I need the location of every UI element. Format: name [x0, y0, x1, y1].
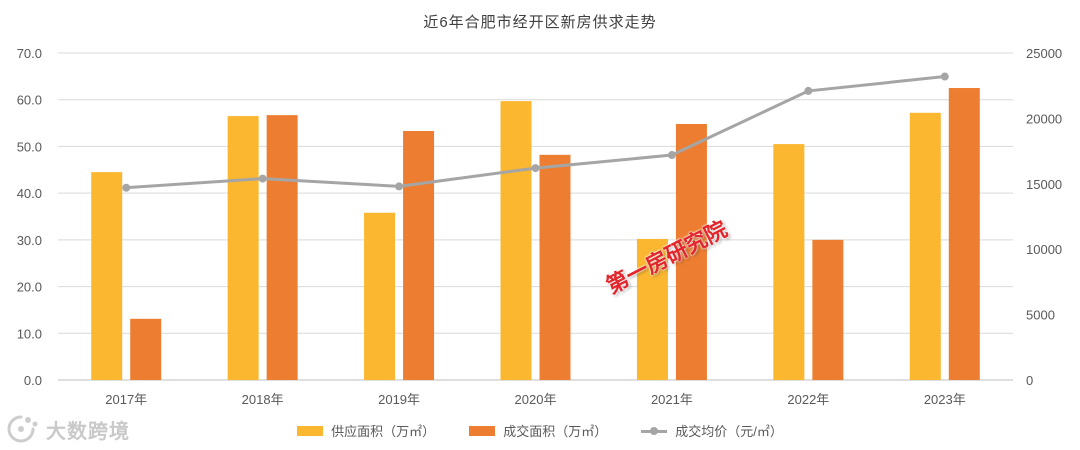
- transaction-area-bar: [403, 131, 435, 380]
- legend-swatch-transaction-area: [469, 425, 496, 436]
- legend-item-average-price: 成交均价（元/㎡）: [641, 421, 783, 440]
- x-tick-label: 2017年: [105, 392, 147, 407]
- average-price-point: [667, 151, 676, 160]
- y-left-tick-label: 30.0: [17, 233, 42, 248]
- supply-area-bar: [773, 144, 805, 380]
- x-tick-label: 2020年: [515, 392, 557, 407]
- y-left-tick-label: 20.0: [17, 280, 42, 295]
- y-left-tick-label: 10.0: [17, 326, 42, 341]
- x-tick-label: 2018年: [242, 392, 284, 407]
- x-tick-label: 2022年: [787, 392, 829, 407]
- average-price-point: [258, 174, 267, 183]
- brand-logo-icon: [7, 415, 38, 443]
- transaction-area-bar: [539, 154, 571, 380]
- chart-title: 近6年合肥市经开区新房供求走势: [423, 14, 657, 31]
- x-tick-label: 2021年: [651, 392, 693, 407]
- y-left-tick-label: 60.0: [17, 93, 42, 108]
- x-tick-label: 2019年: [378, 392, 420, 407]
- supply-area-bar: [909, 112, 941, 381]
- legend-item-transaction-area: 成交面积（万㎡）: [469, 421, 607, 440]
- legend-label-supply-area: 供应面积（万㎡）: [331, 424, 436, 439]
- average-price-point: [395, 182, 404, 191]
- average-price-point: [804, 86, 813, 95]
- y-left-tick-label: 0.0: [24, 373, 42, 388]
- bars: [91, 88, 980, 381]
- transaction-area-bar: [948, 88, 980, 381]
- average-price-point: [531, 164, 540, 173]
- supply-area-bar: [636, 238, 668, 380]
- y-right-tick-label: 25000: [1026, 46, 1062, 61]
- supply-area-bar: [364, 212, 396, 380]
- legend-label-average-price: 成交均价（元/㎡）: [675, 424, 783, 439]
- average-price-point: [122, 183, 131, 192]
- y-right-tick-label: 0: [1026, 373, 1033, 388]
- y-right-tick-label: 5000: [1026, 308, 1055, 323]
- supply-area-bar: [91, 172, 123, 380]
- legend-swatch-average-price: [641, 426, 668, 436]
- legend-swatch-supply-area: [297, 425, 324, 436]
- x-tick-label: 2023年: [924, 392, 966, 407]
- legend-line-marker: [650, 426, 659, 435]
- supply-area-bar: [227, 116, 259, 381]
- average-price-point: [940, 72, 949, 81]
- legend: 供应面积（万㎡） 成交面积（万㎡） 成交均价（元/㎡）: [0, 421, 1080, 440]
- legend-item-supply-area: 供应面积（万㎡）: [297, 421, 435, 440]
- axis-labels: 0.0 10.0 20.0 30.0 40.0 50.0 60.0 70.0 0 5000 1000…: [17, 46, 1062, 407]
- y-left-tick-label: 70.0: [17, 46, 42, 61]
- transaction-area-bar: [130, 318, 162, 380]
- transaction-area-bar: [675, 124, 707, 381]
- y-left-tick-label: 50.0: [17, 139, 42, 154]
- brand-watermark: 大数跨境: [6, 414, 130, 444]
- transaction-area-bar: [812, 239, 844, 380]
- y-right-tick-label: 20000: [1026, 111, 1062, 126]
- y-right-tick-label: 15000: [1026, 177, 1062, 192]
- transaction-area-bar: [266, 115, 298, 380]
- legend-label-transaction-area: 成交面积（万㎡）: [503, 424, 608, 439]
- gridlines: [58, 52, 1013, 381]
- average-price-series: [122, 72, 949, 192]
- y-left-tick-label: 40.0: [17, 186, 42, 201]
- brand-watermark-text: 大数跨境: [46, 420, 130, 443]
- y-right-tick-label: 10000: [1026, 242, 1062, 257]
- supply-area-bar: [500, 101, 532, 380]
